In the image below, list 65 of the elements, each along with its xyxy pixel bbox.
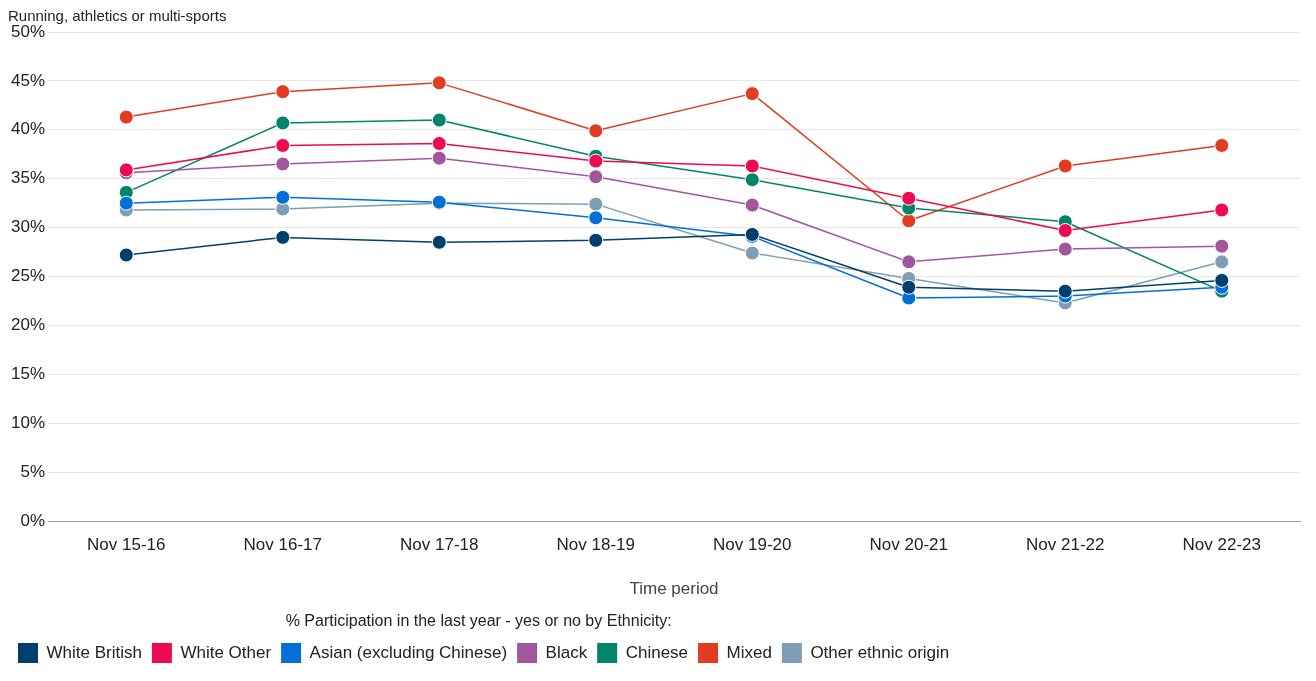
point bbox=[588, 123, 604, 139]
legend-label: Black bbox=[545, 642, 588, 662]
legend-label: White British bbox=[46, 642, 142, 662]
legend-label: Mixed bbox=[726, 642, 772, 662]
point bbox=[1214, 254, 1230, 270]
point bbox=[275, 229, 291, 245]
point bbox=[431, 150, 447, 166]
x-tick-label: Nov 17-18 bbox=[400, 534, 479, 554]
point bbox=[901, 190, 917, 206]
point bbox=[275, 156, 291, 172]
point bbox=[744, 245, 760, 261]
point bbox=[1214, 238, 1230, 254]
y-tick-label: 40% bbox=[10, 119, 46, 139]
y-tick-label: 25% bbox=[10, 266, 46, 286]
x-tick-label: Nov 15-16 bbox=[87, 534, 166, 554]
point bbox=[744, 158, 760, 174]
point bbox=[118, 109, 134, 125]
point bbox=[275, 115, 291, 131]
point bbox=[1214, 272, 1230, 288]
point bbox=[1057, 158, 1073, 174]
point bbox=[275, 84, 291, 100]
legend-title: % Participation in the last year - yes or no by Ethnicity: bbox=[285, 612, 672, 630]
x-tick-label: Nov 16-17 bbox=[243, 534, 322, 554]
point bbox=[431, 234, 447, 250]
x-axis-title: Time period bbox=[629, 579, 719, 599]
x-tick-label: Nov 22-23 bbox=[1182, 534, 1261, 554]
point bbox=[275, 137, 291, 153]
point bbox=[744, 172, 760, 188]
x-tick-label: Nov 19-20 bbox=[713, 534, 792, 554]
legend-label: White Other bbox=[180, 642, 272, 662]
point bbox=[1057, 283, 1073, 299]
point bbox=[431, 135, 447, 151]
y-tick-label: 30% bbox=[10, 217, 46, 237]
y-tick-label: 5% bbox=[20, 461, 46, 481]
point bbox=[118, 195, 134, 211]
y-tick-label: 15% bbox=[10, 363, 46, 383]
point bbox=[1214, 137, 1230, 153]
legend-label: Asian (excluding Chinese) bbox=[309, 642, 508, 662]
legend-label: Other ethnic origin bbox=[810, 642, 950, 662]
point bbox=[588, 196, 604, 212]
point bbox=[901, 213, 917, 229]
point bbox=[431, 75, 447, 91]
point bbox=[744, 197, 760, 213]
point bbox=[901, 279, 917, 295]
point bbox=[275, 189, 291, 205]
y-tick-label: 0% bbox=[20, 510, 46, 530]
y-tick-label: 35% bbox=[10, 168, 46, 188]
point bbox=[588, 232, 604, 248]
x-tick-label: Nov 20-21 bbox=[869, 534, 948, 554]
point bbox=[118, 247, 134, 263]
x-tick-label: Nov 21-22 bbox=[1026, 534, 1105, 554]
legend-label: Chinese bbox=[625, 642, 689, 662]
y-tick-label: 45% bbox=[10, 70, 46, 90]
point bbox=[588, 210, 604, 226]
point bbox=[588, 153, 604, 169]
point bbox=[744, 86, 760, 102]
x-tick-label: Nov 18-19 bbox=[556, 534, 635, 554]
point bbox=[431, 112, 447, 128]
point bbox=[588, 169, 604, 185]
y-tick-label: 10% bbox=[10, 412, 46, 432]
point bbox=[1057, 223, 1073, 239]
point bbox=[1057, 241, 1073, 257]
y-tick-label: 20% bbox=[10, 315, 46, 335]
point bbox=[1214, 202, 1230, 218]
point bbox=[901, 254, 917, 270]
